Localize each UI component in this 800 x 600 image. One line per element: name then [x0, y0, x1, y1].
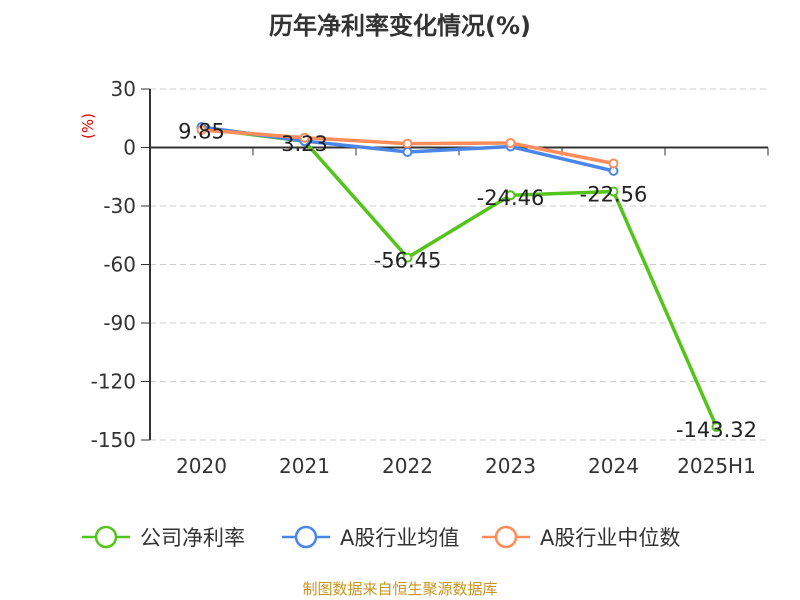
x-tick-label: 2024 — [588, 454, 639, 478]
data-point-2 — [608, 158, 619, 169]
data-point-2 — [196, 124, 207, 135]
chart-title: 历年净利率变化情况(%) — [269, 12, 531, 40]
legend-marker — [494, 525, 518, 549]
data-label: -56.45 — [374, 249, 442, 273]
y-tick-label: 30 — [111, 77, 136, 101]
data-point-0 — [608, 186, 619, 197]
data-point-0 — [402, 252, 413, 263]
y-tick-label: -120 — [91, 370, 136, 394]
y-tick-label: 0 — [123, 136, 136, 160]
x-tick-label: 2021 — [279, 454, 330, 478]
data-label: 9.85 — [178, 119, 225, 143]
y-tick-label: -60 — [103, 253, 136, 277]
x-tick-label: 2025H1 — [677, 454, 756, 478]
data-label: -24.46 — [477, 186, 545, 210]
legend-label: 公司净利率 — [140, 526, 245, 550]
data-point-1 — [402, 146, 413, 157]
y-tick-label: -150 — [91, 428, 136, 452]
data-label: -22.56 — [580, 182, 648, 206]
y-tick-label: -90 — [103, 311, 136, 335]
legend-marker — [94, 525, 118, 549]
legend-label: A股行业中位数 — [540, 526, 680, 550]
source-note: 制图数据来自恒生聚源数据库 — [302, 580, 498, 598]
x-tick-label: 2023 — [485, 454, 536, 478]
series-line-0 — [201, 126, 719, 428]
data-point-0 — [505, 190, 516, 201]
legend-marker — [294, 525, 318, 549]
data-point-0 — [711, 421, 722, 432]
y-axis-label: (%) — [79, 113, 97, 139]
y-tick-label: -30 — [103, 194, 136, 218]
x-tick-label: 2020 — [176, 454, 227, 478]
x-tick-label: 2022 — [382, 454, 433, 478]
data-label: 3.23 — [281, 132, 328, 156]
data-label: -143.32 — [676, 418, 757, 442]
data-point-2 — [402, 138, 413, 149]
data-point-2 — [505, 138, 516, 149]
data-point-2 — [299, 132, 310, 143]
legend-label: A股行业均值 — [340, 526, 459, 550]
